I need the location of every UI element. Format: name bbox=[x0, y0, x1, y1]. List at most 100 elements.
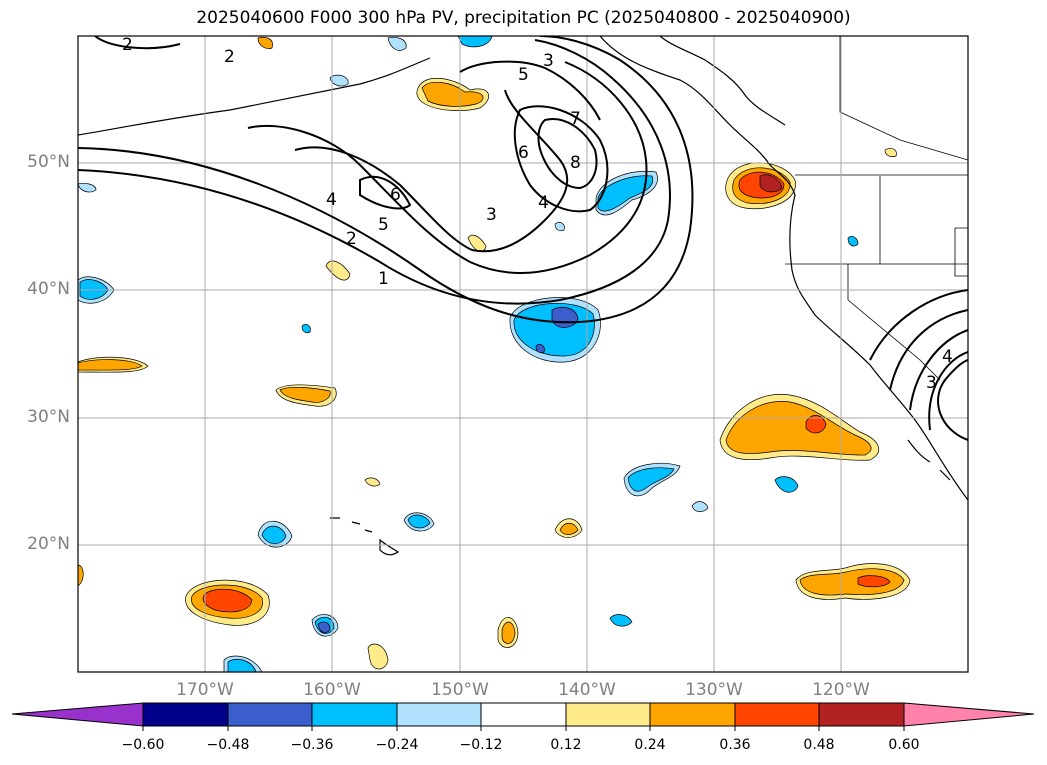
lon-label: 120°W bbox=[812, 680, 870, 700]
precip-positive-blob bbox=[467, 234, 487, 252]
precip-positive-blob bbox=[799, 568, 905, 596]
colorbar-swatch bbox=[480, 702, 567, 727]
contour-label: 4 bbox=[538, 193, 549, 213]
colorbar-swatch bbox=[11, 702, 144, 727]
colorbar-tick-label: 0.12 bbox=[550, 737, 582, 753]
colorbar-tick-label: −0.24 bbox=[375, 737, 419, 753]
pv-contours bbox=[78, 36, 968, 441]
precip-negative-blob bbox=[554, 222, 565, 232]
colorbar-swatch bbox=[734, 702, 820, 727]
lat-label: 20°N bbox=[27, 534, 70, 554]
precip-positive-blob bbox=[421, 81, 484, 107]
pv-contour-6 bbox=[513, 105, 609, 213]
coastlines bbox=[78, 36, 968, 556]
colorbar-swatch bbox=[227, 702, 313, 727]
precip-positive-blob bbox=[759, 174, 783, 193]
lat-label: 50°N bbox=[27, 152, 70, 172]
colorbar-tick-label: 0.24 bbox=[634, 737, 666, 753]
border-line bbox=[839, 36, 968, 161]
graticule bbox=[78, 36, 968, 672]
contour-label: 7 bbox=[570, 109, 581, 129]
colorbar-tick-label: −0.12 bbox=[459, 737, 503, 753]
precip-positive-blob bbox=[884, 148, 897, 157]
map-plot-area bbox=[78, 36, 968, 672]
precip-positive-blob bbox=[78, 359, 143, 371]
contour-label: 5 bbox=[518, 65, 529, 85]
lon-label: 140°W bbox=[558, 680, 616, 700]
lon-label: 160°W bbox=[303, 680, 361, 700]
contour-label-group: 2 2 3 5 7 8 6 4 3 6 5 4 2 1 3 4 bbox=[122, 35, 953, 393]
contour-label: 1 bbox=[378, 269, 389, 289]
pv-contour-2-northwest bbox=[94, 36, 181, 50]
border-line bbox=[954, 227, 968, 277]
precip-positive-blob bbox=[364, 477, 381, 487]
coastline-islands bbox=[379, 538, 400, 556]
precip-negative-blob bbox=[774, 476, 799, 493]
colorbar-tick-marks bbox=[142, 726, 905, 731]
colorbar-swatch bbox=[311, 702, 398, 727]
precip-negative-blob bbox=[691, 501, 709, 512]
precip-negative-blob bbox=[609, 614, 633, 627]
colorbar-tick-label: −0.36 bbox=[290, 737, 334, 753]
contour-label: 8 bbox=[570, 153, 581, 173]
precip-negative-blob bbox=[317, 621, 331, 633]
colorbar-swatch bbox=[818, 702, 905, 727]
precip-positive-blob bbox=[857, 575, 891, 588]
precip-negative-blob bbox=[387, 36, 407, 51]
coastline-alaska-peninsula bbox=[78, 57, 431, 136]
precip-negative-blob bbox=[261, 525, 287, 545]
contour-label: 3 bbox=[926, 373, 937, 393]
colorbar-tick-label: 0.36 bbox=[719, 737, 751, 753]
colorbar bbox=[11, 702, 1035, 731]
colorbar-tick-label: 0.48 bbox=[803, 737, 835, 753]
lon-label: 170°W bbox=[176, 680, 234, 700]
precip-positive-blob bbox=[559, 522, 579, 535]
pv-contour-1 bbox=[78, 36, 694, 324]
contour-label: 3 bbox=[543, 51, 554, 71]
precip-negative-blob bbox=[627, 467, 675, 492]
contour-label: 4 bbox=[942, 347, 953, 367]
colorbar-tick-label: 0.60 bbox=[888, 737, 920, 753]
colorbar-swatch bbox=[142, 702, 229, 727]
pv-contour-east-5 bbox=[937, 359, 968, 441]
lat-label: 30°N bbox=[27, 407, 70, 427]
precip-positive-blob bbox=[501, 621, 516, 644]
coastline-north-america bbox=[599, 36, 968, 501]
precip-negative-blob bbox=[227, 658, 257, 672]
border-line bbox=[847, 264, 941, 381]
precip-positive-blob bbox=[367, 643, 389, 670]
colorbar-swatch bbox=[649, 702, 736, 727]
precip-positive-blob bbox=[725, 401, 872, 456]
lon-label: 130°W bbox=[685, 680, 743, 700]
colorbar-swatch bbox=[903, 702, 1035, 727]
contour-label: 4 bbox=[326, 190, 337, 210]
precip-positive-blob bbox=[257, 36, 273, 49]
lon-label: 150°W bbox=[431, 680, 489, 700]
contour-label: 6 bbox=[390, 185, 401, 205]
precip-positive-blob bbox=[202, 588, 253, 613]
precip-positive-blob bbox=[805, 415, 827, 434]
contour-label: 2 bbox=[224, 47, 235, 67]
precip-negative-blob bbox=[329, 74, 349, 87]
precip-negative-blob bbox=[301, 324, 311, 334]
precip-negative-blob bbox=[847, 236, 859, 247]
colorbar-swatch bbox=[565, 702, 651, 727]
contour-label: 5 bbox=[378, 215, 389, 235]
colorbar-tick-label: −0.60 bbox=[121, 737, 165, 753]
contour-label: 2 bbox=[122, 35, 133, 55]
lat-label: 40°N bbox=[27, 279, 70, 299]
pv-contour-3-southwest bbox=[459, 60, 601, 121]
coastline-north-america bbox=[659, 36, 786, 126]
pv-contour-east-4 bbox=[928, 351, 968, 431]
pv-contour-east-3 bbox=[909, 329, 968, 411]
contour-label: 2 bbox=[346, 229, 357, 249]
colorbar-tick-label: −0.48 bbox=[206, 737, 250, 753]
contour-label: 6 bbox=[518, 143, 529, 163]
contour-label: 3 bbox=[486, 205, 497, 225]
precip-negative-blob bbox=[78, 182, 97, 193]
coastline-islands bbox=[907, 439, 951, 481]
pv-contour-2 bbox=[78, 39, 671, 305]
pv-contour-east-1 bbox=[869, 289, 968, 361]
map-title: 2025040600 F000 300 hPa PV, precipitatio… bbox=[196, 8, 851, 28]
